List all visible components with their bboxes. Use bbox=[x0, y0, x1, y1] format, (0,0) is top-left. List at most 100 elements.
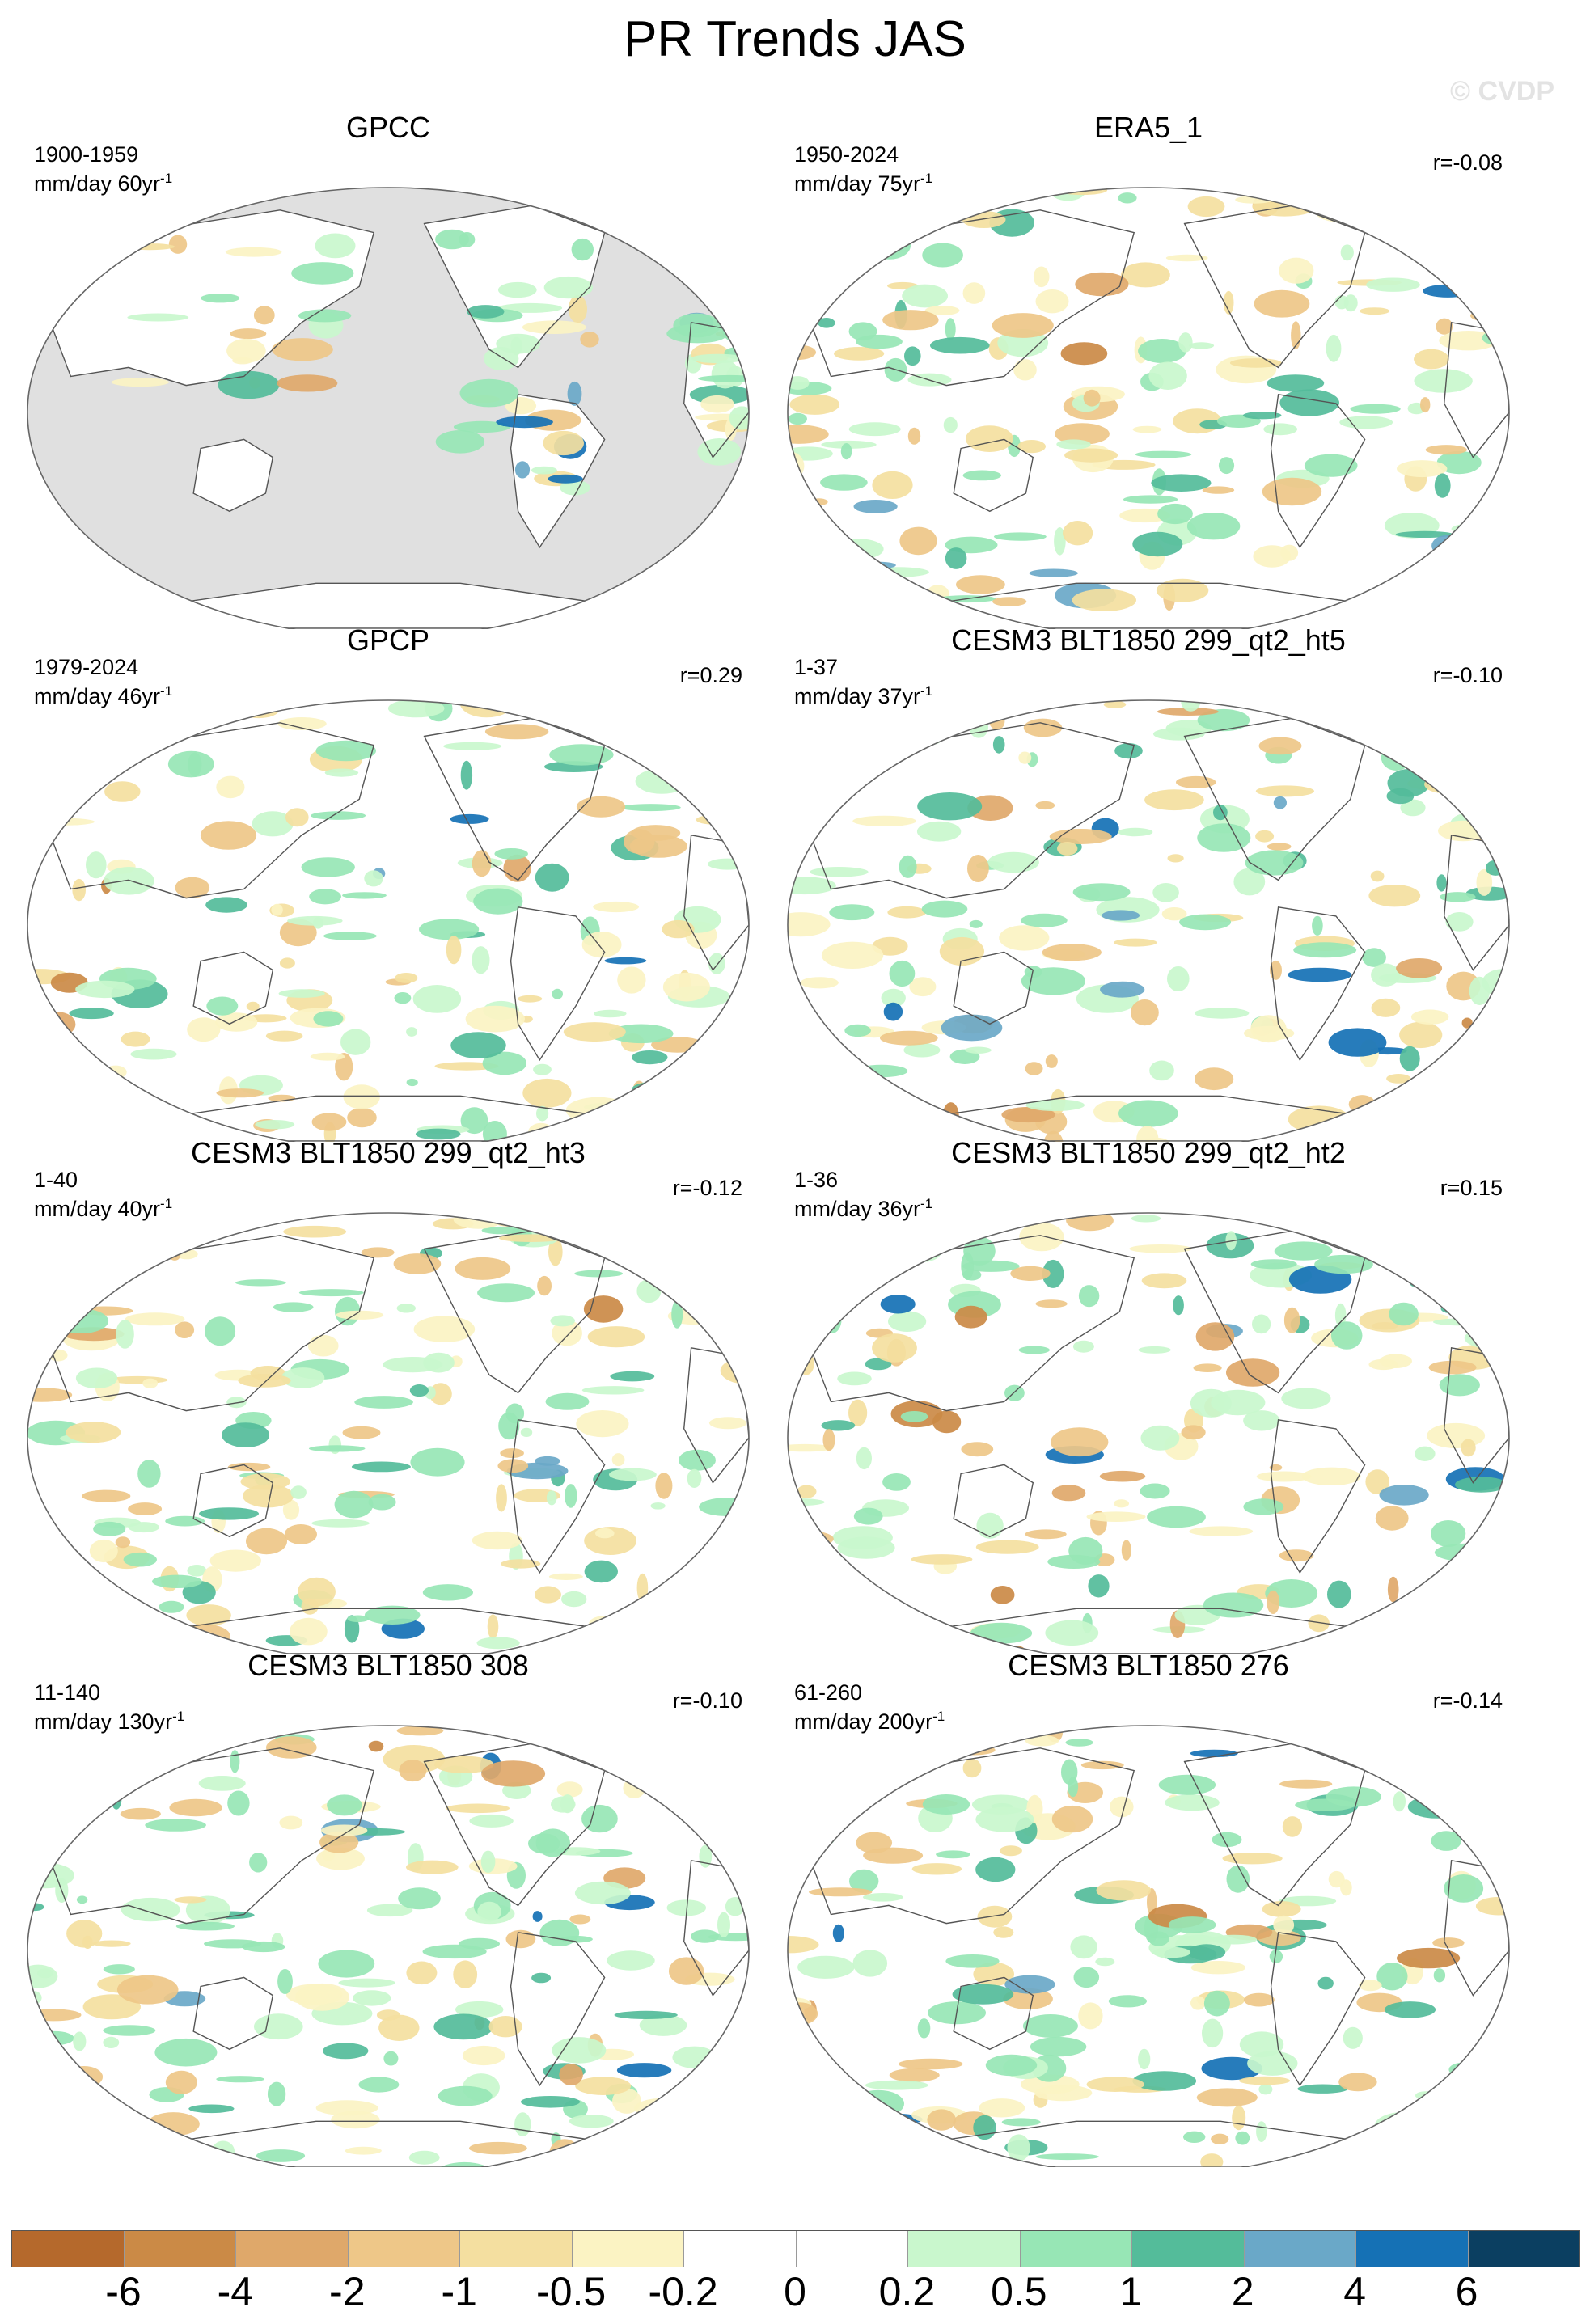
trend-blob bbox=[415, 1128, 461, 1140]
panel-title: CESM3 BLT1850 308 bbox=[247, 1649, 529, 1682]
trend-blob bbox=[1138, 339, 1186, 363]
trend-blob bbox=[1211, 2133, 1229, 2144]
trend-blob bbox=[865, 1358, 892, 1371]
trend-blob bbox=[797, 1485, 817, 1498]
trend-blob bbox=[822, 1429, 835, 1451]
trend-blob bbox=[548, 1573, 583, 1580]
trend-blob bbox=[336, 1310, 384, 1320]
trend-blob bbox=[832, 1924, 844, 1942]
trend-blob bbox=[1500, 974, 1509, 982]
trend-blob bbox=[1465, 886, 1509, 901]
colorbar-tick-label: -1 bbox=[441, 2269, 477, 2314]
trend-blob bbox=[1148, 361, 1187, 391]
trend-blob bbox=[497, 1459, 529, 1473]
trend-blob bbox=[580, 332, 599, 348]
trend-blob bbox=[443, 742, 502, 750]
trend-blob bbox=[347, 1107, 377, 1128]
trend-blob bbox=[1386, 1123, 1406, 1131]
panel-title: CESM3 BLT1850 276 bbox=[1008, 1649, 1289, 1682]
trend-blob bbox=[927, 2109, 956, 2131]
trend-blob bbox=[1045, 1620, 1099, 1646]
trend-blob bbox=[165, 2070, 197, 2094]
trend-blob bbox=[992, 313, 1054, 338]
trend-blob bbox=[459, 1937, 500, 1950]
trend-blob bbox=[1400, 799, 1426, 817]
trend-blob bbox=[1193, 1363, 1222, 1372]
trend-blob bbox=[535, 1586, 561, 1604]
trend-blob bbox=[1267, 374, 1325, 392]
trend-blob bbox=[1262, 477, 1322, 506]
colorbar-tick-label: 1 bbox=[1119, 2269, 1143, 2314]
trend-blob bbox=[699, 1238, 749, 1245]
trend-blob bbox=[945, 1954, 1000, 1968]
trend-blob bbox=[1410, 1009, 1449, 1025]
trend-blob bbox=[788, 1274, 834, 1283]
trend-blob bbox=[552, 988, 563, 999]
trend-blob bbox=[216, 2076, 264, 2083]
trend-blob bbox=[1312, 915, 1323, 936]
trend-blob bbox=[1211, 1389, 1266, 1416]
trend-blob bbox=[86, 851, 107, 879]
trend-blob bbox=[413, 1316, 476, 1342]
trend-blob bbox=[211, 2140, 235, 2162]
trend-blob bbox=[855, 1064, 908, 1078]
trend-blob bbox=[435, 229, 469, 250]
trend-blob bbox=[1158, 1774, 1216, 1795]
trend-blob bbox=[522, 320, 586, 335]
trend-blob bbox=[650, 1502, 666, 1510]
trend-blob bbox=[903, 1741, 941, 1749]
trend-blob bbox=[1167, 854, 1184, 863]
trend-blob bbox=[952, 1984, 1014, 2005]
trend-blob bbox=[788, 1443, 834, 1452]
trend-blob bbox=[662, 972, 710, 1002]
trend-blob bbox=[66, 1422, 121, 1443]
trend-blob bbox=[1258, 737, 1302, 755]
trend-blob bbox=[1235, 2131, 1250, 2145]
trend-blob bbox=[334, 1490, 374, 1519]
trend-blob bbox=[125, 1312, 185, 1326]
trend-blob bbox=[69, 1008, 114, 1020]
trend-blob bbox=[697, 438, 742, 466]
trend-blob bbox=[676, 1726, 704, 1751]
trend-blob bbox=[205, 1316, 236, 1346]
trend-blob bbox=[1181, 1425, 1206, 1440]
trend-blob bbox=[1129, 1244, 1192, 1253]
trend-blob bbox=[634, 2098, 696, 2119]
trend-blob bbox=[1482, 299, 1509, 319]
trend-blob bbox=[1064, 448, 1118, 463]
trend-blob bbox=[535, 863, 569, 892]
colorbar-tick-label: 0.5 bbox=[991, 2269, 1047, 2314]
trend-blob bbox=[1340, 244, 1354, 261]
map-panel: CESM3 BLT1850 276 61-260 mm/day 200yr-1 r=-… bbox=[776, 1650, 1520, 2167]
trend-blob bbox=[343, 1084, 380, 1109]
trend-blob bbox=[378, 2014, 420, 2041]
trend-blob bbox=[1073, 1967, 1100, 1988]
trend-blob bbox=[1223, 290, 1234, 315]
trend-blob bbox=[103, 2025, 156, 2036]
trend-blob bbox=[571, 238, 594, 261]
panel-title: CESM3 BLT1850 299_qt2_ht3 bbox=[191, 1136, 586, 1169]
trend-blob bbox=[477, 1901, 501, 1922]
trend-blob bbox=[1360, 307, 1390, 315]
trend-blob bbox=[1102, 910, 1140, 921]
trend-blob bbox=[958, 1213, 969, 1219]
trend-blob bbox=[636, 733, 683, 754]
trend-blob bbox=[1197, 823, 1251, 852]
trend-blob bbox=[844, 1024, 871, 1037]
trend-blob bbox=[990, 1586, 1015, 1604]
trend-blob bbox=[1103, 700, 1127, 708]
trend-blob bbox=[626, 2137, 641, 2159]
trend-blob bbox=[821, 941, 884, 969]
trend-blob bbox=[272, 338, 333, 361]
trend-blob bbox=[1003, 1988, 1053, 2009]
trend-blob bbox=[574, 1270, 624, 1278]
trend-blob bbox=[788, 412, 807, 425]
trend-blob bbox=[222, 1422, 270, 1447]
trend-blob bbox=[218, 370, 280, 399]
trend-blob bbox=[1131, 1215, 1161, 1223]
coastline bbox=[953, 1464, 1034, 1538]
trend-blob bbox=[788, 1832, 835, 1849]
trend-blob bbox=[472, 850, 492, 877]
trend-blob bbox=[1371, 963, 1401, 987]
trend-blob bbox=[1043, 1130, 1064, 1142]
